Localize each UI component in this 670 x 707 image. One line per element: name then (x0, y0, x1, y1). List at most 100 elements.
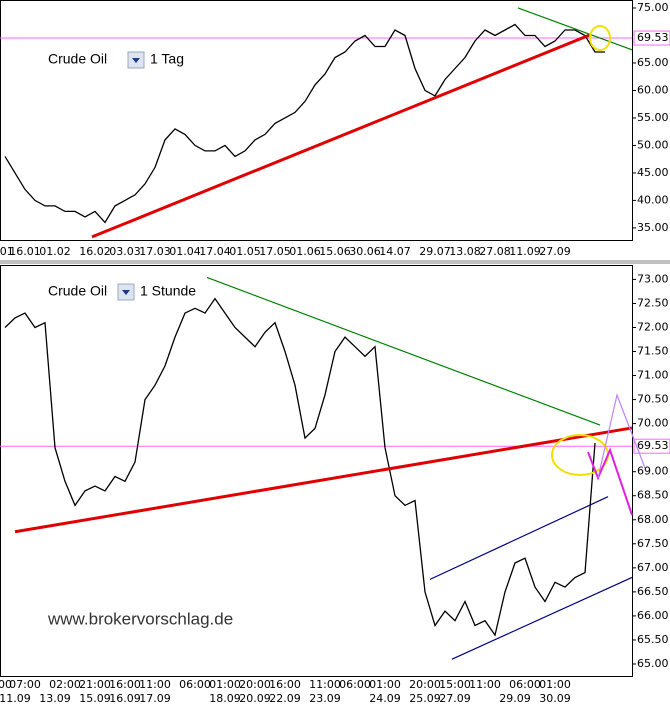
x-date-label: 30.09 (539, 692, 571, 705)
x-tick-label: 16:00 (269, 678, 301, 691)
instrument[interactable]: Crude Oil (48, 51, 107, 67)
y-tick-label: 35.00 (637, 221, 669, 234)
y-tick-label: 68.00 (637, 513, 669, 526)
x-date-label: 16.09 (109, 692, 141, 705)
price-line (4, 297, 596, 637)
plot-frame (0, 265, 633, 677)
plot-frame (0, 0, 633, 241)
y-tick-label: 73.00 (637, 272, 669, 285)
dropdown-arrow (122, 290, 130, 295)
x-date-label: 22.09 (269, 692, 301, 705)
x-tick-label: 16.02 (79, 245, 111, 258)
y-tick-label: 65.00 (637, 56, 669, 69)
x-tick-label: 16.01 (9, 245, 41, 258)
x-tick-label: 16:00 (109, 678, 141, 691)
x-date-label: 17.09 (139, 692, 171, 705)
x-date-label: 11.09 (0, 692, 31, 705)
trend-line (429, 496, 609, 580)
x-tick-label: 11:00 (469, 678, 501, 691)
x-tick-label: 20:00 (409, 678, 441, 691)
y-tick-label: 70.50 (637, 393, 669, 406)
projection (587, 447, 633, 516)
x-tick-label: 03.03 (109, 245, 141, 258)
x-date-label: 24.09 (369, 692, 401, 705)
dropdown-arrow (132, 58, 140, 63)
x-tick-label: 06:00 (339, 678, 371, 691)
y-tick-label: 69.00 (637, 465, 669, 478)
period[interactable]: 1 Tag (150, 51, 184, 67)
reference-label: 69.53 (637, 439, 669, 452)
y-tick-label: 71.00 (637, 369, 669, 382)
x-tick-label: 17.05 (259, 245, 291, 258)
highlight-ellipse (589, 25, 611, 51)
x-tick-label: 11:00 (309, 678, 341, 691)
x-tick-label: 27.09 (539, 245, 571, 258)
y-tick-label: 70.00 (637, 417, 669, 430)
period[interactable]: 1 Stunde (140, 283, 196, 299)
x-tick-label: 06:00 (509, 678, 541, 691)
y-tick-label: 45.00 (637, 166, 669, 179)
y-tick-label: 60.00 (637, 83, 669, 96)
trend-line (206, 276, 601, 426)
trend-line (14, 426, 633, 534)
x-tick-label: 06:00 (179, 678, 211, 691)
x-date-label: 23.09 (309, 692, 341, 705)
x-tick-label: 15.06 (319, 245, 351, 258)
x-tick-label: 01:00 (539, 678, 571, 691)
reference-label-box (633, 438, 670, 454)
y-tick-label: 67.00 (637, 561, 669, 574)
price-line (4, 23, 605, 224)
x-tick-label: 01.06 (289, 245, 321, 258)
watermark: www.brokervorschlag.de (47, 609, 233, 628)
y-tick-label: 66.50 (637, 585, 669, 598)
x-date-label: 25.09 (409, 692, 441, 705)
x-date-label: 29.09 (499, 692, 531, 705)
y-tick-label: 50.00 (637, 138, 669, 151)
instrument[interactable]: Crude Oil (48, 283, 107, 299)
x-tick-label: 15:00 (439, 678, 471, 691)
y-tick-label: 67.50 (637, 537, 669, 550)
y-tick-label: 72.00 (637, 320, 669, 333)
x-date-label: 18.09 (209, 692, 241, 705)
x-tick-label: 00 (0, 678, 12, 691)
projection (597, 392, 646, 479)
trend-line (517, 7, 633, 51)
x-tick-label: 27.08 (479, 245, 511, 258)
x-date-label: 27.09 (439, 692, 471, 705)
x-tick-label: 07:00 (9, 678, 41, 691)
x-tick-label: 29.07 (419, 245, 451, 258)
y-tick-label: 65.00 (637, 657, 669, 670)
x-tick-label: 11.09 (509, 245, 541, 258)
x-date-label: 15.09 (79, 692, 111, 705)
x-tick-label: 01.05 (229, 245, 261, 258)
x-tick-label: 13.08 (449, 245, 481, 258)
reference-label: 69.53 (637, 31, 669, 44)
y-tick-label: 75.00 (637, 1, 669, 14)
x-date-label: 13.09 (39, 692, 71, 705)
x-tick-label: 20:00 (239, 678, 271, 691)
x-tick-label: 02:00 (49, 678, 81, 691)
y-tick-label: 40.00 (637, 193, 669, 206)
x-tick-label: .01 (0, 245, 14, 258)
y-tick-label: 71.50 (637, 345, 669, 358)
y-tick-label: 72.50 (637, 296, 669, 309)
x-tick-label: 01:00 (209, 678, 241, 691)
reference-label-box (633, 30, 670, 46)
x-tick-label: 01.02 (39, 245, 71, 258)
y-tick-label: 66.00 (637, 609, 669, 622)
x-tick-label: 01.04 (169, 245, 201, 258)
x-date-label: 20.09 (239, 692, 271, 705)
x-tick-label: 01:00 (369, 678, 401, 691)
panel-separator (0, 260, 670, 264)
x-tick-label: 30.06 (349, 245, 381, 258)
x-tick-label: 11:00 (139, 678, 171, 691)
x-tick-label: 21:00 (79, 678, 111, 691)
y-tick-label: 68.50 (637, 489, 669, 502)
trend-line (451, 576, 633, 660)
y-tick-label: 65.50 (637, 633, 669, 646)
x-tick-label: 17.04 (199, 245, 231, 258)
trend-line (91, 33, 591, 239)
y-tick-label: 55.00 (637, 111, 669, 124)
x-tick-label: 14.07 (379, 245, 411, 258)
